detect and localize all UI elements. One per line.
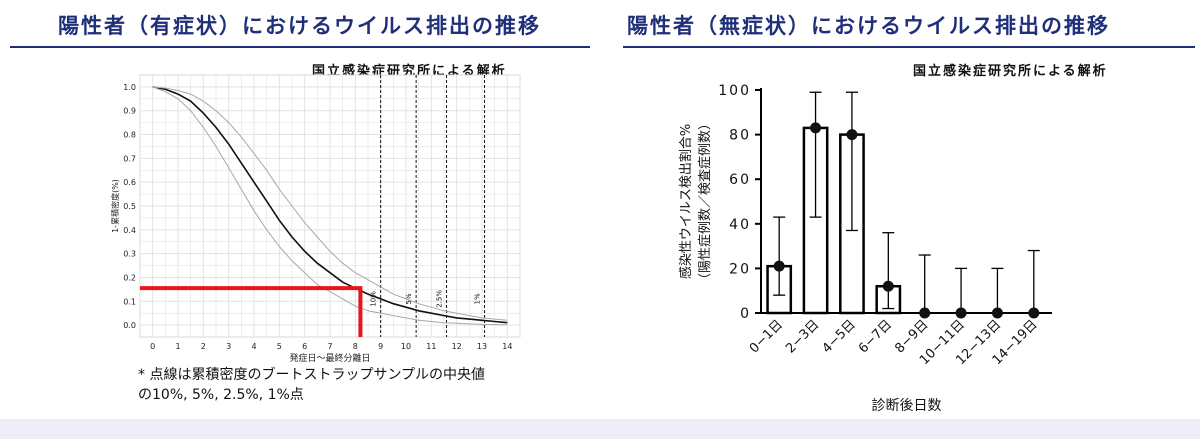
x-tick-label: 9	[378, 342, 383, 351]
x-tick-label: 10	[401, 342, 411, 351]
x-axis-label: 発症日〜最終分離日	[289, 352, 370, 364]
survival-curve-chart: 0 1 2 3 4 5 6 7 8 9 10 11 12 13 140.00.10.20.30.40.50.…	[110, 74, 521, 364]
y-tick-label: 0.6	[123, 178, 136, 187]
x-tick-label: 1	[175, 342, 180, 351]
symptomatic-title: 陽性者（有症状）におけるウイルス排出の推移	[58, 14, 541, 38]
y-tick-label: 0.1	[123, 297, 136, 306]
data-point	[919, 307, 931, 319]
category-label: 0−1日	[747, 317, 786, 356]
data-point	[846, 129, 858, 141]
asymptomatic-panel: 陽性者（無症状）におけるウイルス排出の推移 国立感染症研究所による解析 0 20 4…	[605, 0, 1200, 419]
y-tick-label: 0	[740, 306, 751, 322]
footer-band	[0, 419, 1200, 439]
bootstrap-band-curve	[152, 86, 508, 321]
median-curve	[152, 86, 508, 324]
x-tick-label: 12	[452, 342, 462, 351]
y-tick-label: 0.7	[123, 154, 136, 163]
bootstrap-band-curve	[152, 86, 508, 326]
x-tick-label: 13	[477, 342, 487, 351]
y-axis-label: 1-累積密度(%)	[110, 179, 120, 233]
x-tick-label: 8	[353, 342, 358, 351]
footnote: * 点線は累積密度のブートストラップサンプルの中央値 の10%, 5%, 2.5…	[138, 365, 578, 405]
y-axis-sublabel: （陽性症例数／検査症例数）	[698, 117, 713, 286]
y-tick-label: 100	[718, 83, 751, 99]
source-label: 国立感染症研究所による解析	[913, 64, 1108, 79]
x-tick-label: 0	[150, 342, 155, 351]
y-tick-label: 0.8	[123, 131, 136, 140]
data-point	[1028, 307, 1040, 319]
y-tick-label: 0.0	[123, 321, 136, 330]
y-tick-label: 20	[729, 261, 751, 277]
title-underline	[623, 46, 1195, 48]
y-tick-label: 0.2	[123, 273, 136, 282]
x-tick-label: 4	[251, 342, 256, 351]
y-tick-label: 1.0	[123, 83, 136, 92]
percentile-label: 1%	[474, 293, 482, 304]
y-tick-label: 80	[729, 128, 751, 144]
y-tick-label: 0.3	[123, 250, 136, 259]
footnote-line-1: * 点線は累積密度のブートストラップサンプルの中央値	[138, 367, 486, 383]
y-axis-label: 感染性ウイルス検出割合%	[678, 124, 694, 279]
percentile-label: 5%	[405, 293, 413, 304]
data-point	[773, 260, 785, 272]
y-tick-label: 0.5	[123, 202, 136, 211]
percentile-label: 2.5%	[436, 290, 444, 308]
data-point	[882, 280, 894, 292]
category-label: 4−5日	[820, 317, 859, 356]
x-tick-label: 5	[277, 342, 282, 351]
x-tick-label: 2	[201, 342, 206, 351]
x-tick-label: 7	[327, 342, 332, 351]
footnote-line-2: の10%, 5%, 2.5%, 1%点	[138, 387, 304, 403]
category-label: 6−7日	[856, 317, 895, 356]
data-point	[991, 307, 1003, 319]
y-tick-label: 0.9	[123, 107, 136, 116]
detection-rate-bar-chart: 0204060801000−1日2−3日4−5日6−7日8−9日10−11日12…	[678, 83, 1052, 414]
title-underline	[10, 46, 590, 48]
highlight-marker	[140, 286, 363, 337]
asymptomatic-title: 陽性者（無症状）におけるウイルス排出の推移	[627, 14, 1110, 38]
data-point	[955, 307, 967, 319]
x-tick-label: 14	[502, 342, 512, 351]
data-point	[810, 122, 822, 134]
x-tick-label: 6	[302, 342, 307, 351]
percentile-label: 10%	[370, 291, 378, 307]
category-label: 2−3日	[783, 317, 822, 356]
x-tick-label: 3	[226, 342, 231, 351]
x-axis-label: 診断後日数	[872, 398, 942, 414]
y-tick-label: 40	[729, 217, 751, 233]
x-tick-label: 11	[426, 342, 436, 351]
y-tick-label: 60	[729, 172, 751, 188]
y-tick-label: 0.4	[123, 226, 136, 235]
